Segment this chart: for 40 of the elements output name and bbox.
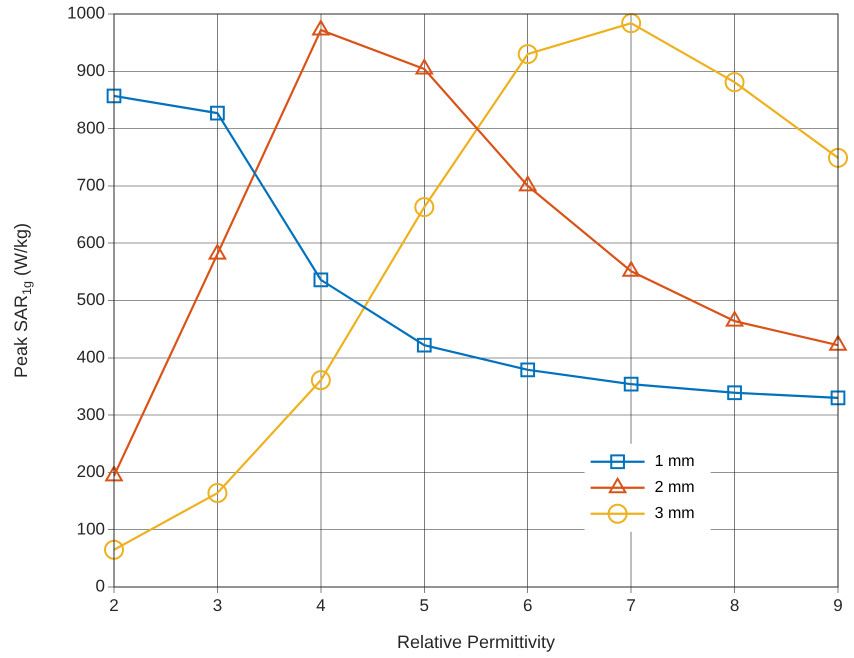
x-tick-label: 3	[212, 596, 222, 615]
y-tick-label: 900	[76, 60, 105, 80]
x-tick-label: 4	[316, 596, 326, 615]
point	[414, 197, 434, 218]
y-tick-label: 100	[76, 519, 105, 538]
point	[104, 540, 124, 560]
y-tick-label: 0	[96, 576, 105, 596]
y-axis-title: Peak SAR1g (W/kg)	[10, 222, 34, 378]
point	[416, 338, 432, 353]
y-tick-label: 200	[76, 462, 105, 482]
y-tick-label: 400	[76, 347, 105, 366]
y-tick-label: 700	[76, 176, 105, 195]
y-tick-label: 600	[76, 232, 105, 252]
point	[207, 483, 228, 504]
y-tick-label: 1000	[67, 4, 105, 23]
point	[313, 272, 328, 288]
legend-label: 1 mm	[654, 453, 695, 470]
x-tick-label: 6	[522, 596, 532, 615]
x-axis-title: Relative Permittivity	[396, 632, 556, 652]
x-tick-label: 9	[833, 596, 843, 615]
point	[520, 362, 536, 378]
y-tick-label: 500	[76, 290, 105, 310]
point	[828, 148, 848, 168]
point	[724, 72, 745, 92]
point	[830, 390, 846, 406]
legend-label: 2 mm	[654, 479, 695, 496]
point	[106, 88, 122, 104]
point	[727, 385, 742, 400]
y-tick-label: 300	[76, 404, 105, 424]
x-tick-label: 8	[730, 596, 740, 615]
x-tick-label: 5	[420, 596, 430, 615]
point	[518, 44, 538, 64]
point	[310, 370, 331, 390]
point	[210, 106, 225, 120]
point	[624, 376, 639, 392]
legend-label: 3 mm	[654, 505, 695, 522]
x-tick-label: 2	[109, 596, 119, 615]
y-tick-label: 800	[76, 118, 105, 138]
x-tick-label: 7	[626, 596, 636, 615]
point	[621, 13, 642, 34]
